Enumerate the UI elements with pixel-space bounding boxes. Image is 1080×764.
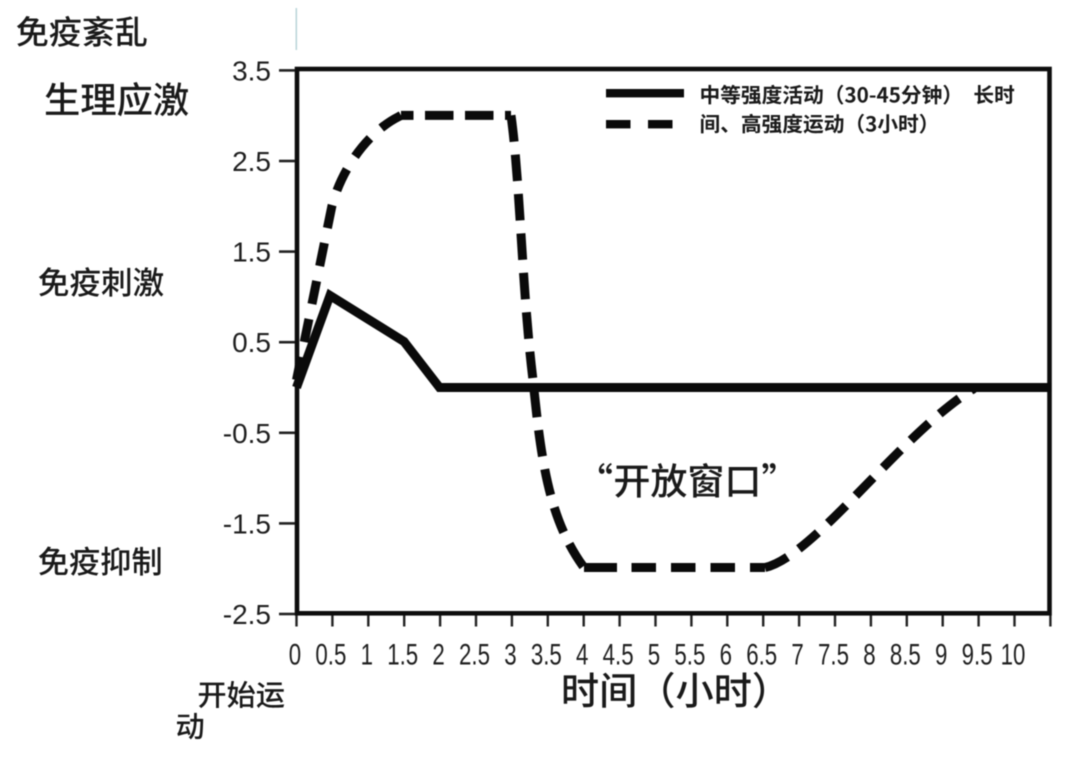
- svg-text:1: 1: [361, 637, 373, 671]
- svg-text:6: 6: [720, 637, 732, 671]
- svg-text:7: 7: [791, 637, 803, 671]
- svg-text:9.5: 9.5: [962, 637, 993, 671]
- svg-text:-0.5: -0.5: [223, 418, 271, 449]
- svg-text:0.5: 0.5: [232, 327, 271, 358]
- svg-text:0: 0: [289, 637, 301, 671]
- svg-text:3: 3: [504, 637, 516, 671]
- svg-text:2: 2: [432, 637, 444, 671]
- svg-text:-2.5: -2.5: [223, 599, 271, 630]
- svg-text:9: 9: [935, 637, 947, 671]
- svg-text:7.5: 7.5: [818, 637, 849, 671]
- svg-text:8.5: 8.5: [890, 637, 921, 671]
- svg-text:3.5: 3.5: [531, 637, 562, 671]
- svg-text:8: 8: [863, 637, 875, 671]
- svg-text:1.5: 1.5: [232, 237, 271, 268]
- svg-text:3.5: 3.5: [232, 55, 271, 86]
- svg-text:0.5: 0.5: [315, 637, 346, 671]
- svg-text:4: 4: [576, 637, 588, 671]
- svg-text:5.5: 5.5: [674, 637, 705, 671]
- svg-text:-1.5: -1.5: [223, 508, 271, 539]
- svg-text:1.5: 1.5: [387, 637, 418, 671]
- svg-text:6.5: 6.5: [746, 637, 777, 671]
- svg-text:5: 5: [648, 637, 660, 671]
- svg-text:4.5: 4.5: [603, 637, 634, 671]
- svg-text:10: 10: [1001, 637, 1026, 671]
- svg-text:2.5: 2.5: [459, 637, 490, 671]
- svg-text:2.5: 2.5: [232, 146, 271, 177]
